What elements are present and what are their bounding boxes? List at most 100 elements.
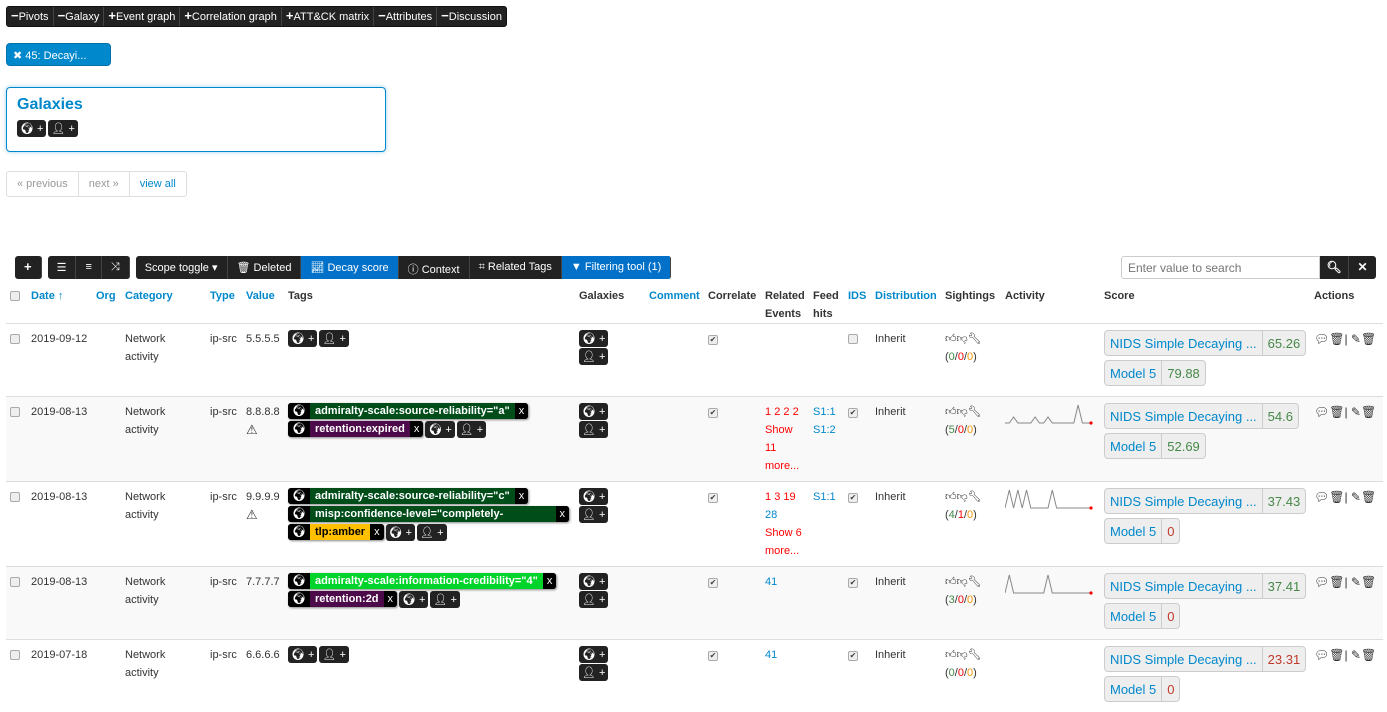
tag-name[interactable]: admiralty-scale:source-reliability="a" <box>310 403 515 419</box>
tag-name[interactable]: misp:confidence-level="completely-confid… <box>310 506 556 522</box>
add-galaxy-globe-button[interactable]: 🌍︎ + <box>288 330 317 347</box>
correlate-checkbox[interactable]: ✔ <box>708 408 718 418</box>
related-event-link[interactable]: 19 <box>783 491 795 503</box>
add-galaxy-user-button[interactable]: 👤︎ + <box>579 664 608 681</box>
tag[interactable]: 🌍︎admiralty-scale:information-credibilit… <box>288 573 556 589</box>
add-galaxy-user-button[interactable]: 👤︎ + <box>579 506 608 523</box>
correlate-checkbox[interactable]: ✔ <box>708 335 718 345</box>
tag-name[interactable]: admiralty-scale:information-credibility=… <box>310 573 543 589</box>
search-button[interactable]: 🔍︎ <box>1320 256 1348 279</box>
add-galaxy-globe-button[interactable]: 🌍︎ + <box>579 573 608 590</box>
feed-hit-link[interactable]: S1:2 <box>813 424 836 436</box>
add-galaxy-globe-button[interactable]: 🌍︎ + <box>399 591 428 608</box>
feed-hit-link[interactable]: S1:1 <box>813 406 836 418</box>
decay-model-link[interactable]: Model 5 <box>1105 434 1162 458</box>
tab-toggle[interactable]: +Event graph <box>104 7 180 26</box>
tag-name[interactable]: retention:2d <box>310 591 384 607</box>
header-value[interactable]: Value <box>242 281 284 324</box>
thumbs-down-icon[interactable]: 👎︎ <box>957 491 968 503</box>
related-event-link[interactable]: 2 <box>783 406 789 418</box>
trash-icon[interactable]: 🗑︎ <box>1361 490 1376 504</box>
related-tags-button[interactable]: ⌗ Related Tags <box>470 256 562 279</box>
decay-model-filter-pill[interactable]: ✖ 45: Decayi... <box>6 43 111 66</box>
tag-name[interactable]: admiralty-scale:source-reliability="c" <box>310 488 515 504</box>
ids-checkbox[interactable]: ✔ <box>848 493 858 503</box>
trash-icon[interactable]: 🗑︎ <box>1361 332 1376 346</box>
add-galaxy-user-button[interactable]: 👤︎ + <box>457 421 486 438</box>
header-type[interactable]: Type <box>206 281 242 324</box>
align-left-icon[interactable]: ≡ <box>76 256 101 279</box>
related-event-link[interactable]: 2 <box>774 406 780 418</box>
add-attribute-button[interactable]: + <box>15 256 42 279</box>
correlate-checkbox[interactable]: ✔ <box>708 493 718 503</box>
wrench-icon[interactable]: 🔧︎ <box>968 406 982 418</box>
add-galaxy-globe-button[interactable]: 🌍︎ + <box>579 488 608 505</box>
tag-name[interactable]: tlp:amber <box>310 524 370 540</box>
add-galaxy-user-button[interactable]: 👤︎ + <box>579 421 608 438</box>
related-event-link[interactable]: 28 <box>765 509 777 521</box>
thumbs-down-icon[interactable]: 👎︎ <box>957 333 968 345</box>
context-button[interactable]: ⓘ Context <box>399 256 470 279</box>
remove-tag-button[interactable]: x <box>370 524 384 540</box>
decay-model-link[interactable]: NIDS Simple Decaying ... <box>1105 647 1263 671</box>
wrench-icon[interactable]: 🔧︎ <box>968 649 982 661</box>
tab-toggle[interactable]: +Correlation graph <box>180 7 282 26</box>
feed-hit-link[interactable]: S1:1 <box>813 491 836 503</box>
add-galaxy-user-button[interactable]: 👤︎ + <box>417 524 446 541</box>
related-event-link[interactable]: 2 <box>793 406 799 418</box>
comment-icon[interactable]: 💬︎ <box>1314 332 1329 346</box>
thumbs-up-icon[interactable]: 👍︎ <box>945 333 957 345</box>
thumbs-up-icon[interactable]: 👍︎ <box>945 576 957 588</box>
trash-icon[interactable]: 🗑︎ <box>1361 648 1376 662</box>
header-distribution[interactable]: Distribution <box>871 281 941 324</box>
row-checkbox[interactable] <box>10 407 20 417</box>
wrench-icon[interactable]: 🔧︎ <box>968 333 982 345</box>
related-event-link[interactable]: 41 <box>765 649 777 661</box>
tab-toggle[interactable]: −Galaxy <box>54 7 105 26</box>
add-galaxy-user-button[interactable]: 👤︎ + <box>48 120 77 137</box>
tag[interactable]: 🌍︎misp:confidence-level="completely-conf… <box>288 506 569 522</box>
ids-checkbox[interactable]: ✔ <box>848 578 858 588</box>
row-checkbox[interactable] <box>10 334 20 344</box>
remove-tag-button[interactable]: x <box>410 421 424 437</box>
scope-toggle-button[interactable]: Scope toggle ▾ <box>136 256 228 279</box>
ids-checkbox[interactable]: ✔ <box>848 408 858 418</box>
tag[interactable]: 🌍︎admiralty-scale:source-reliability="a"… <box>288 403 528 419</box>
comment-icon[interactable]: 💬︎ <box>1314 575 1329 589</box>
add-galaxy-user-button[interactable]: 👤︎ + <box>319 330 348 347</box>
list-icon[interactable]: ☰ <box>48 256 77 279</box>
related-event-link[interactable]: 1 <box>765 491 771 503</box>
add-galaxy-user-button[interactable]: 👤︎ + <box>579 348 608 365</box>
close-icon[interactable]: ✖ <box>13 50 22 62</box>
tag-name[interactable]: retention:expired <box>310 421 410 437</box>
related-event-link[interactable]: 1 <box>765 406 771 418</box>
comment-icon[interactable]: 💬︎ <box>1314 490 1329 504</box>
correlate-checkbox[interactable]: ✔ <box>708 578 718 588</box>
add-galaxy-user-button[interactable]: 👤︎ + <box>579 591 608 608</box>
comment-icon[interactable]: 💬︎ <box>1314 648 1329 662</box>
trash-icon[interactable]: 🗑︎ <box>1329 490 1344 504</box>
ids-checkbox[interactable] <box>848 334 858 344</box>
remove-tag-button[interactable]: x <box>384 591 398 607</box>
edit-icon[interactable]: ✎ <box>1351 405 1361 419</box>
decay-model-link[interactable]: NIDS Simple Decaying ... <box>1105 574 1263 598</box>
tab-toggle[interactable]: −Attributes <box>374 7 437 26</box>
ids-checkbox[interactable]: ✔ <box>848 651 858 661</box>
decay-score-button[interactable]: 📈︎ Decay score <box>301 256 398 279</box>
edit-icon[interactable]: ✎ <box>1351 332 1361 346</box>
deleted-button[interactable]: 🗑︎ Deleted <box>228 256 302 279</box>
show-more-link[interactable]: Show 6 more... <box>765 527 802 557</box>
tab-toggle[interactable]: −Discussion <box>437 7 506 26</box>
trash-icon[interactable]: 🗑︎ <box>1329 575 1344 589</box>
tab-toggle[interactable]: +ATT&CK matrix <box>282 7 374 26</box>
remove-tag-button[interactable]: x <box>543 573 557 589</box>
decay-model-link[interactable]: Model 5 <box>1105 519 1162 543</box>
trash-icon[interactable]: 🗑︎ <box>1329 332 1344 346</box>
decay-model-link[interactable]: Model 5 <box>1105 604 1162 628</box>
add-galaxy-globe-button[interactable]: 🌍︎ + <box>425 421 454 438</box>
show-more-link[interactable]: Show 11 more... <box>765 424 799 472</box>
add-galaxy-globe-button[interactable]: 🌍︎ + <box>288 646 317 663</box>
view-all-link[interactable]: view all <box>130 172 186 196</box>
